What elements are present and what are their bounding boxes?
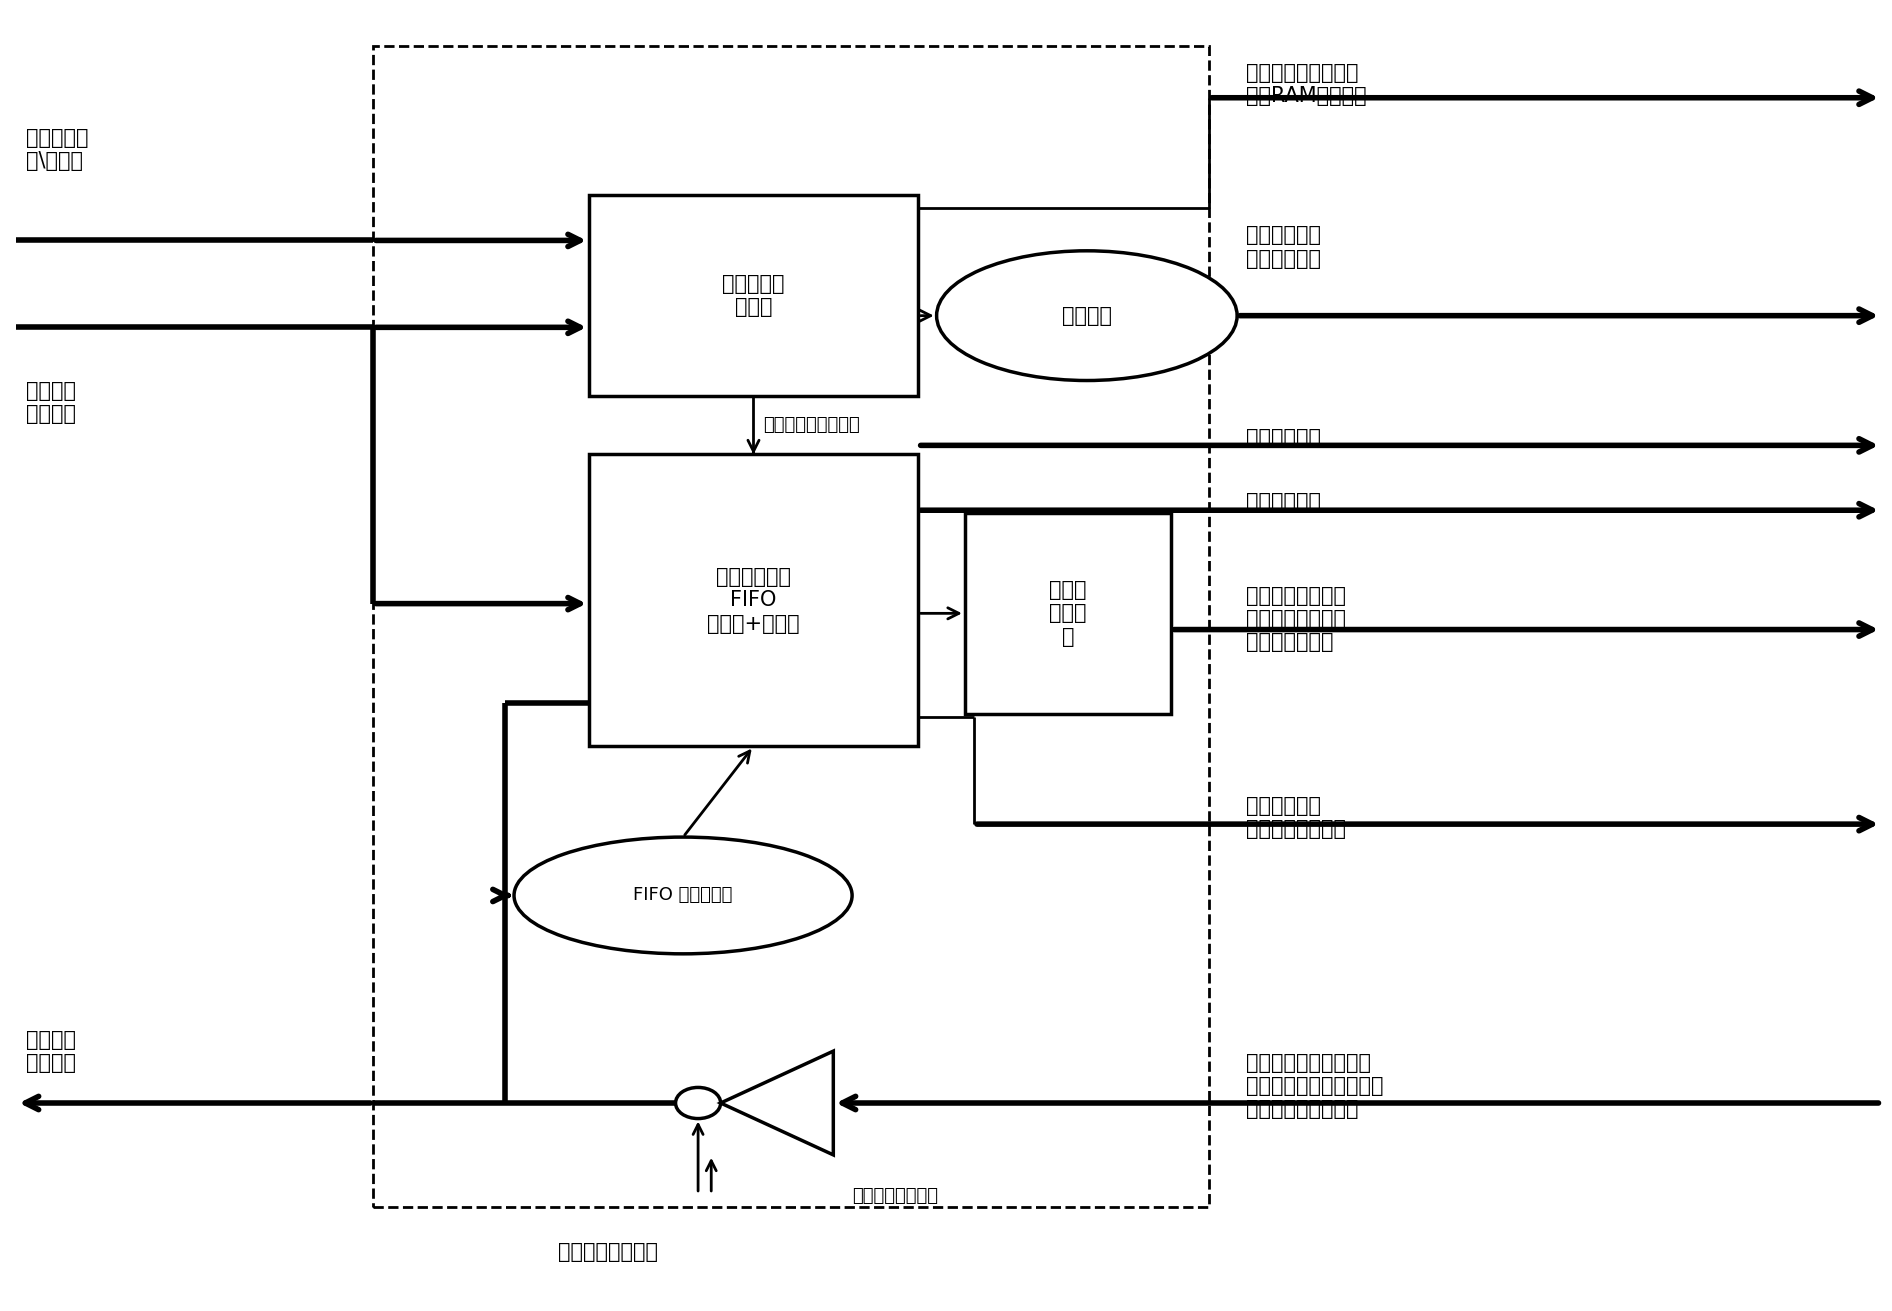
Text: 微处理器地
址译码: 微处理器地 址译码 — [723, 274, 785, 317]
Text: FIFO 读操作控制: FIFO 读操作控制 — [634, 886, 732, 905]
Text: 微处理器
端数据线: 微处理器 端数据线 — [26, 1029, 76, 1072]
Text: 测量结果缓存
模块的读信号: 测量结果缓存 模块的读信号 — [1247, 225, 1321, 269]
Text: 测量命令缓存写信号: 测量命令缓存写信号 — [762, 417, 859, 434]
Text: 微处理器
端地址线: 微处理器 端地址线 — [26, 382, 76, 425]
Text: 状态寄存器读信号: 状态寄存器读信号 — [851, 1188, 938, 1205]
Text: 译出测量参数寄存
器写信号，测量电
路寄存器写请求: 译出测量参数寄存 器写信号，测量电 路寄存器写请求 — [1247, 586, 1347, 653]
Text: 微处理器端
读\写请求: 微处理器端 读\写请求 — [26, 128, 89, 172]
Bar — [588, 455, 918, 746]
Text: 波形数据送往
测量激励发生模块: 波形数据送往 测量激励发生模块 — [1247, 796, 1347, 839]
Bar — [965, 513, 1171, 714]
Text: 译出测量激励发生模
块中RAM的写信号: 译出测量激励发生模 块中RAM的写信号 — [1247, 63, 1368, 106]
Text: 缓存后的数据: 缓存后的数据 — [1247, 493, 1321, 513]
Text: 时序匹配: 时序匹配 — [1061, 305, 1112, 325]
Text: 测量命令缓存
FIFO
（地址+数据）: 测量命令缓存 FIFO （地址+数据） — [708, 568, 800, 633]
Ellipse shape — [937, 250, 1237, 380]
Ellipse shape — [515, 838, 851, 954]
Text: 缓存地
址再译
码: 缓存地 址再译 码 — [1050, 581, 1086, 646]
Text: 来自测量结果缓存模块
的测量结果；来自测量状
态寄存器的测量状态: 来自测量结果缓存模块 的测量结果；来自测量状 态寄存器的测量状态 — [1247, 1053, 1383, 1120]
Bar — [588, 195, 918, 396]
Text: 缓存后的地址: 缓存后的地址 — [1247, 427, 1321, 447]
Bar — [373, 46, 1209, 1206]
Text: 微处理器接口模块: 微处理器接口模块 — [558, 1242, 658, 1262]
